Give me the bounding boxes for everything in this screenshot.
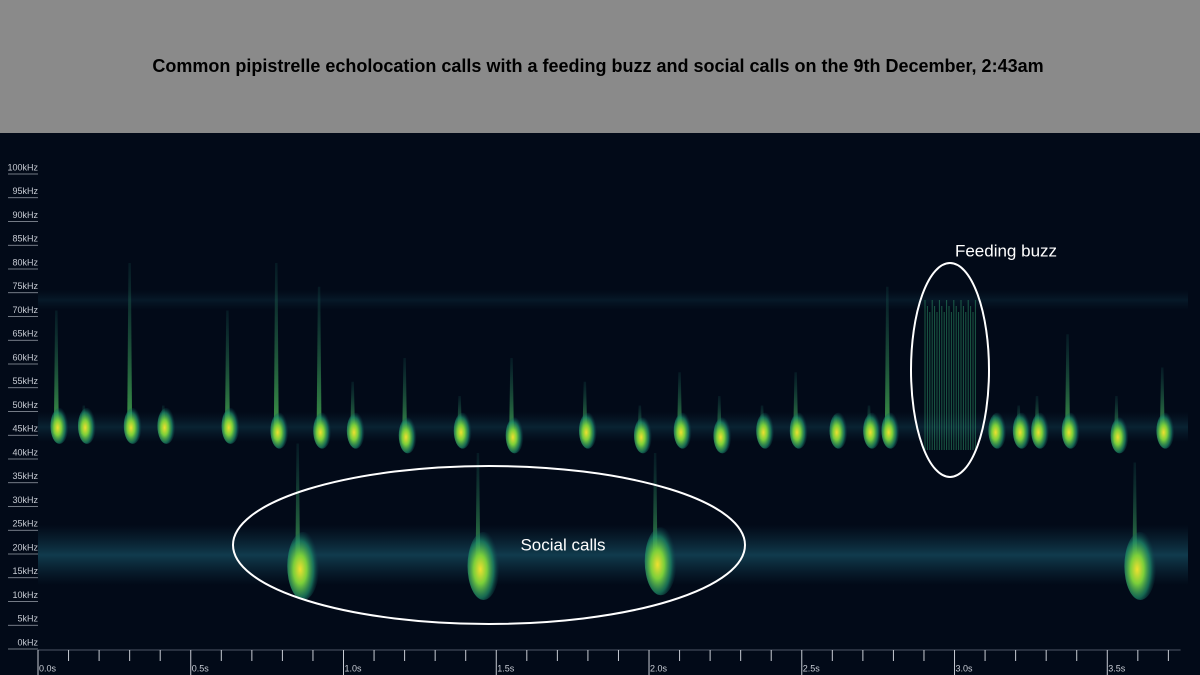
echolocation-call-blob (756, 412, 775, 449)
echolocation-call-blob (863, 412, 882, 449)
background-noise (38, 525, 1188, 585)
x-tick-label: 0.5s (192, 663, 210, 673)
y-tick-label: 15kHz (12, 566, 38, 576)
echolocation-call-blob (157, 407, 176, 444)
feeding-buzz-ellipse (910, 262, 990, 478)
y-tick-label: 100kHz (7, 162, 38, 172)
echolocation-call-blob (1012, 412, 1031, 449)
social-calls-ellipse (232, 465, 746, 625)
echolocation-call-blob (634, 417, 653, 454)
social-call-blob (287, 531, 320, 600)
echolocation-call-blob (453, 412, 472, 449)
echolocation-call (1065, 334, 1071, 439)
x-tick-label: 1.5s (497, 663, 515, 673)
y-tick-label: 45kHz (12, 424, 38, 434)
social-call-blob (467, 531, 500, 600)
x-tick-label: 1.0s (345, 663, 363, 673)
echolocation-call-blob (1110, 417, 1129, 454)
y-tick-label: 35kHz (12, 471, 38, 481)
y-tick-label: 60kHz (12, 352, 38, 362)
y-tick-label: 75kHz (12, 281, 38, 291)
echolocation-call-blob (829, 412, 848, 449)
echolocation-call-blob (881, 412, 900, 449)
y-tick-label: 30kHz (12, 495, 38, 505)
echolocation-call (53, 310, 59, 434)
echolocation-call-blob (313, 412, 332, 449)
echolocation-call-blob (1061, 412, 1080, 449)
x-tick-label: 2.5s (803, 663, 821, 673)
echolocation-call-blob (1156, 412, 1175, 449)
calls (50, 263, 1175, 600)
echolocation-call-blob (398, 417, 417, 454)
y-tick-label: 95kHz (12, 186, 38, 196)
echolocation-call-blob (50, 407, 69, 444)
echolocation-call-blob (505, 417, 524, 454)
background-noise (38, 290, 1188, 310)
echolocation-call-blob (221, 407, 240, 444)
echolocation-call (316, 286, 322, 439)
y-tick-label: 80kHz (12, 257, 38, 267)
y-tick-label: 70kHz (12, 305, 38, 315)
header-band (0, 0, 1200, 133)
y-tick-label: 55kHz (12, 376, 38, 386)
echolocation-call (224, 310, 230, 434)
x-tick-label: 3.5s (1108, 663, 1126, 673)
y-tick-label: 5kHz (17, 614, 38, 624)
echolocation-call-blob (77, 407, 96, 444)
annotation: Social calls (520, 535, 605, 554)
axes: 0kHz 5kHz 10kHz 15kHz 20kHz 25kHz 30kHz 35kHz 40… (7, 162, 1181, 675)
social-call-blob (644, 527, 677, 596)
echolocation-call-blob (789, 412, 808, 449)
chart-title: Common pipistrelle echolocation calls wi… (152, 56, 1043, 76)
y-tick-label: 20kHz (12, 542, 38, 552)
echolocation-call-blob (270, 412, 289, 449)
echolocation-call-blob (579, 412, 598, 449)
y-tick-label: 85kHz (12, 234, 38, 244)
y-tick-label: 25kHz (12, 519, 38, 529)
echolocation-call (884, 286, 890, 439)
x-tick-label: 2.0s (650, 663, 668, 673)
y-tick-label: 65kHz (12, 329, 38, 339)
y-tick-label: 90kHz (12, 210, 38, 220)
x-tick-label: 3.0s (956, 663, 974, 673)
echolocation-call-blob (673, 412, 692, 449)
x-tick-label: 0.0s (39, 663, 57, 673)
annotation: Feeding buzz (955, 241, 1057, 260)
y-tick-label: 0kHz (17, 637, 38, 647)
y-tick-label: 10kHz (12, 590, 38, 600)
echolocation-call-blob (713, 417, 732, 454)
echolocation-call (273, 263, 279, 439)
echolocation-call-blob (988, 412, 1007, 449)
plot-background (0, 133, 1200, 675)
echolocation-call-blob (346, 412, 365, 449)
feeding-buzz-pulses (924, 300, 976, 450)
echolocation-call-blob (1031, 412, 1050, 449)
social-call-blob (1124, 531, 1157, 600)
y-tick-label: 40kHz (12, 447, 38, 457)
y-tick-label: 50kHz (12, 400, 38, 410)
echolocation-call (127, 263, 133, 434)
echolocation-call-blob (123, 407, 142, 444)
